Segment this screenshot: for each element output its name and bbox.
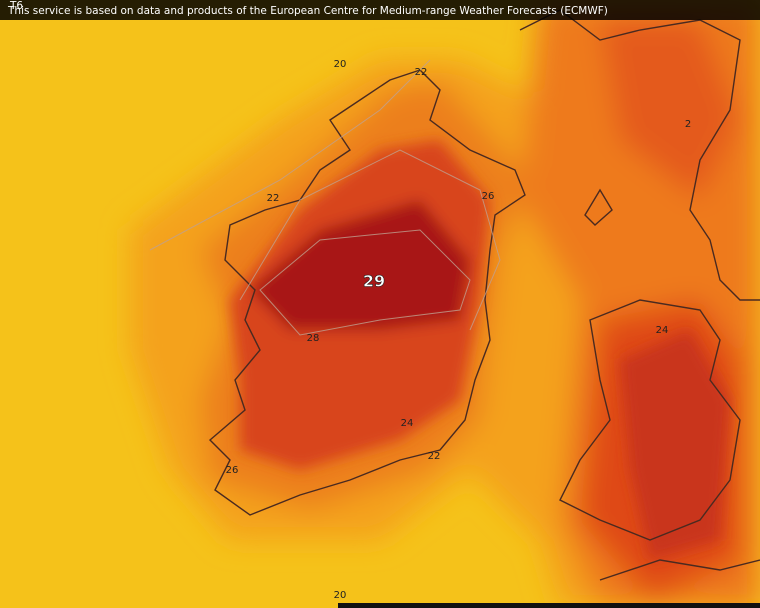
max-temperature: 29 bbox=[363, 272, 385, 291]
contour-label: 28 bbox=[307, 333, 320, 344]
coastlines bbox=[208, 9, 760, 581]
contour-label: 22 bbox=[428, 451, 441, 462]
contour-label: 20 bbox=[334, 590, 347, 601]
contour-label: 22 bbox=[267, 193, 280, 204]
contour-label: 24 bbox=[656, 325, 669, 336]
banner-text: This service is based on data and produc… bbox=[7, 5, 608, 17]
footer-bar bbox=[338, 603, 760, 608]
contour-label: 2 bbox=[685, 119, 691, 130]
contour-label: 26 bbox=[226, 465, 239, 476]
contour-label: 24 bbox=[401, 418, 414, 429]
contour-label: 20 bbox=[334, 59, 347, 70]
corner-label: T6 bbox=[9, 0, 23, 12]
banner-bar bbox=[0, 0, 760, 20]
hot-core bbox=[230, 140, 730, 560]
contour-label: 22 bbox=[415, 67, 428, 78]
contours bbox=[149, 59, 501, 336]
contour-label: 26 bbox=[482, 191, 495, 202]
